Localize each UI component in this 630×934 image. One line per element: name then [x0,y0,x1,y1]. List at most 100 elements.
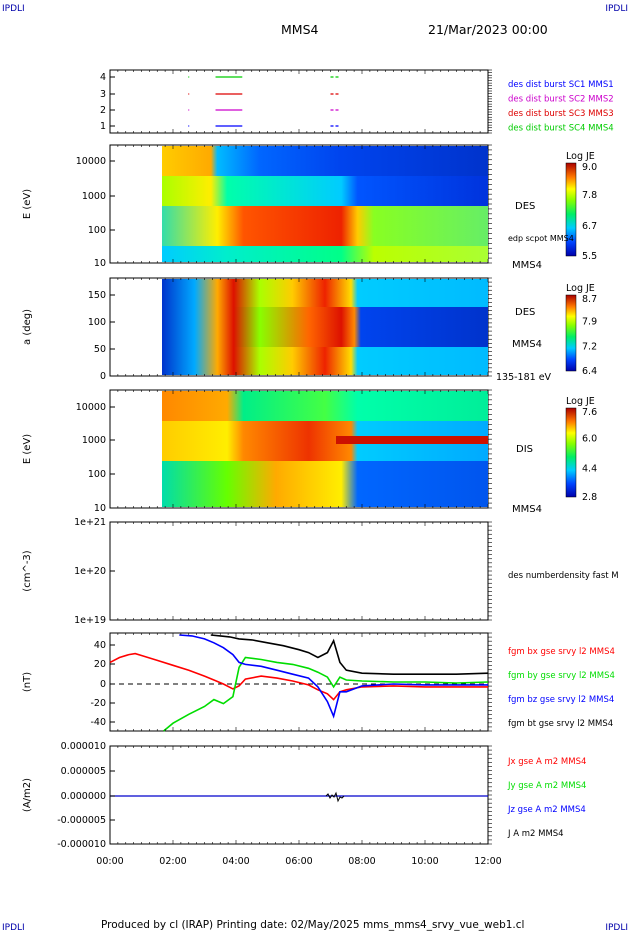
bfield-y-tick: 0 [100,679,106,690]
colorbar-pitch-tick: 7.9 [582,316,597,327]
time-tick: 12:00 [474,856,501,867]
pitch-sc-label: MMS4 [512,339,542,350]
corner-logo-tl: IPDLI [2,4,25,14]
colorbar-dis-tick: 2.8 [582,492,597,503]
colorbar-des-tick: 5.5 [582,251,597,262]
colorbar-des-title: Log JE [566,151,595,162]
bfield-y-tick: -20 [90,698,106,709]
colorbar-pitch-tick: 6.4 [582,366,597,377]
burst-legend-entry: des dist burst SC3 MMS3 [508,109,614,119]
date-title: 21/Mar/2023 00:00 [428,22,548,37]
bfield-y-tick: -40 [90,717,106,728]
bfield-legend-entry: fgm bx gse srvy l2 MMS4 [508,647,615,657]
colorbar-dis-tick: 6.0 [582,434,597,445]
colorbar-pitch-title: Log JE [566,283,595,294]
colorbar-des-pitch [565,294,577,372]
current-y-tick: 0.000005 [61,766,106,777]
bfield-series-line [210,634,489,675]
dis-energy-y-tick: 10000 [76,402,106,413]
burst-dot [188,125,190,127]
des-instrument-label: DES [515,201,535,212]
des-pitch-spectrogram [162,279,488,375]
bfield-series-line [163,656,489,732]
burst-dot [188,109,190,111]
bfield-series-line [179,634,488,719]
bfield-y-tick: 40 [94,640,106,651]
panel-des-energy [109,144,489,264]
dis-energy-ylabel: E (eV) [22,434,33,464]
density-legend: des numberdensity fast M [508,571,619,581]
current-y-tick: -0.000010 [57,839,106,850]
des-energy-ylabel: E (eV) [22,189,33,219]
time-tick: 04:00 [222,856,249,867]
current-spike [325,791,345,803]
density-y-tick: 1e+20 [74,566,106,577]
pitch-instrument-label: DES [515,307,535,318]
bfield-ylabel: (nT) [22,672,33,692]
dis-energy-spectrogram [162,391,488,507]
colorbar-dis [565,407,577,498]
burst-y-tick: 4 [100,72,106,83]
dis-instrument-label: DIS [516,444,533,455]
panel-dis-energy [109,389,489,509]
current-y-tick: -0.000005 [57,815,106,826]
density-ylabel: (cm^-3) [22,550,33,591]
burst-dot [188,76,190,78]
current-legend-entry: Jy gse A m2 MMS4 [507,781,586,791]
panel-density [109,521,489,621]
bfield-legend-entry: fgm by gse srvy l2 MMS4 [508,671,615,681]
panel-burst [109,69,489,134]
pitch-y-tick: 0 [100,371,106,382]
panel-current [109,745,489,845]
pitch-ylabel: a (deg) [22,309,33,345]
colorbar-pitch-tick: 7.2 [582,342,597,353]
time-tick: 00:00 [96,856,123,867]
scpot-label: edp scpot MMS4 [508,234,574,243]
colorbar-dis-tick: 4.4 [582,463,597,474]
burst-dot [188,93,190,95]
corner-logo-tr: IPDLI [605,4,628,14]
current-y-tick: 0.000000 [61,791,106,802]
burst-legend-entry: des dist burst SC1 MMS1 [508,80,614,90]
des-energy-y-tick: 10000 [76,156,106,167]
des-energy-spectrogram [162,146,488,262]
des-sc-label: MMS4 [512,260,542,271]
des-energy-y-tick: 10 [94,258,106,269]
burst-legend-entry: des dist burst SC4 MMS4 [508,124,614,134]
colorbar-des-tick: 9.0 [582,162,597,173]
bfield-y-tick: 20 [94,659,106,670]
des-energy-y-tick: 1000 [82,191,106,202]
colorbar-dis-tick: 7.6 [582,407,597,418]
des-energy-y-tick: 100 [88,225,106,236]
burst-legend-entry: des dist burst SC2 MMS2 [508,95,614,105]
current-y-tick: 0.000010 [61,741,106,752]
burst-y-tick: 2 [100,105,106,116]
colorbar-des-tick: 7.8 [582,190,597,201]
time-tick: 02:00 [159,856,186,867]
burst-y-tick: 1 [100,121,106,132]
current-legend-entry: Jx gse A m2 MMS4 [507,757,586,767]
dis-energy-y-tick: 100 [88,469,106,480]
dis-energy-y-tick: 1000 [82,435,106,446]
colorbar-des-tick: 6.7 [582,221,597,232]
bfield-legend-entry: fgm bz gse srvy l2 MMS4 [508,695,614,705]
density-y-tick: 1e+21 [74,517,106,528]
panel-des-pitch [109,277,489,377]
bfield-legend-entry: fgm bt gse srvy l2 MMS4 [508,719,613,729]
pitch-y-tick: 100 [88,317,106,328]
dis-ion-band [336,436,488,444]
time-tick: 10:00 [411,856,438,867]
colorbar-pitch-tick: 8.7 [582,294,597,305]
panel-bfield [109,632,489,732]
spacecraft-title: MMS4 [281,22,319,37]
corner-logo-bl: IPDLI [2,923,25,933]
colorbar-dis-title: Log JE [566,396,595,407]
current-ylabel: (A/m2) [22,778,33,812]
current-legend-entry: J A m2 MMS4 [507,829,564,839]
colorbar-des-energy [565,162,577,257]
footer-text: Produced by cl (IRAP) Printing date: 02/… [101,919,525,931]
time-tick: 06:00 [285,856,312,867]
density-y-tick: 1e+19 [74,615,106,626]
dis-sc-label: MMS4 [512,504,542,515]
dis-energy-y-tick: 10 [94,503,106,514]
